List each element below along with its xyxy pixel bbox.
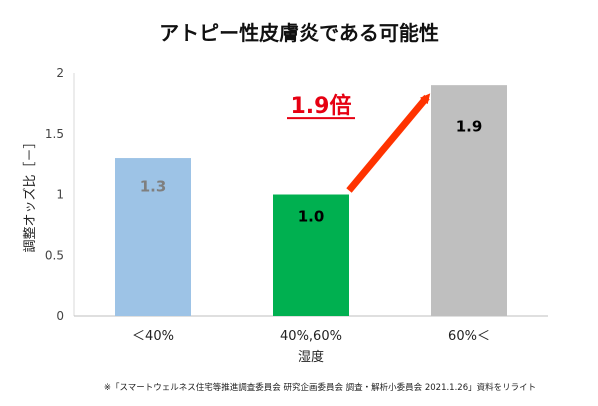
bar-value-label-2: 1.0 bbox=[298, 207, 325, 225]
bar-3 bbox=[431, 85, 507, 317]
y-axis-title: 調整オッズ比［－］ bbox=[22, 135, 38, 252]
x-categories-group: ＜40% 40%,60% 60%＜ bbox=[132, 329, 490, 344]
bar-1 bbox=[115, 158, 191, 316]
bars-group: 1.3 1.0 1.9 bbox=[115, 85, 507, 317]
y-tick-label: 1.5 bbox=[45, 127, 64, 141]
x-category-label: ＜40% bbox=[132, 329, 174, 344]
source-note: ※「スマートウェルネス住宅等推進調査委員会 研究企画委員会 調査・解析小委員会 … bbox=[104, 382, 536, 393]
x-category-label: 60%＜ bbox=[448, 329, 490, 344]
x-category-label: 40%,60% bbox=[280, 329, 342, 344]
increase-arrow bbox=[346, 93, 431, 193]
bar-2 bbox=[273, 194, 349, 316]
callout-label: 1.9倍 bbox=[291, 93, 352, 119]
y-tick-label: 0 bbox=[56, 309, 64, 323]
x-axis-title: 湿度 bbox=[298, 349, 324, 365]
y-tick-label: 0.5 bbox=[45, 248, 64, 262]
chart-title: アトピー性皮膚炎である可能性 bbox=[159, 21, 439, 45]
y-tick-label: 1 bbox=[56, 188, 64, 202]
y-tick-label: 2 bbox=[56, 66, 64, 80]
bar-value-label-1: 1.3 bbox=[140, 177, 167, 195]
y-ticks-group: 0 0.5 1 1.5 2 bbox=[45, 66, 64, 323]
bar-value-label-3: 1.9 bbox=[456, 118, 483, 136]
